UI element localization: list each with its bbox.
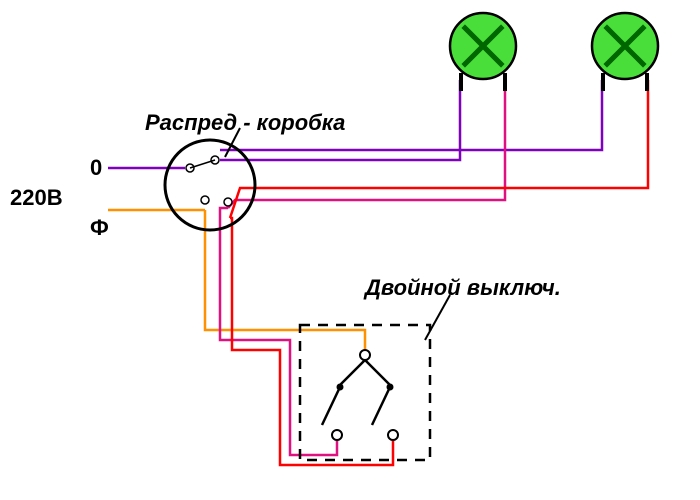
double-switch-label: Двойной выключ. [365,275,561,301]
voltage-label: 220В [10,185,63,211]
phase-label: Ф [90,215,109,241]
neutral-label: 0 [90,155,102,181]
junction-box-label: Распред - коробка [145,110,345,136]
